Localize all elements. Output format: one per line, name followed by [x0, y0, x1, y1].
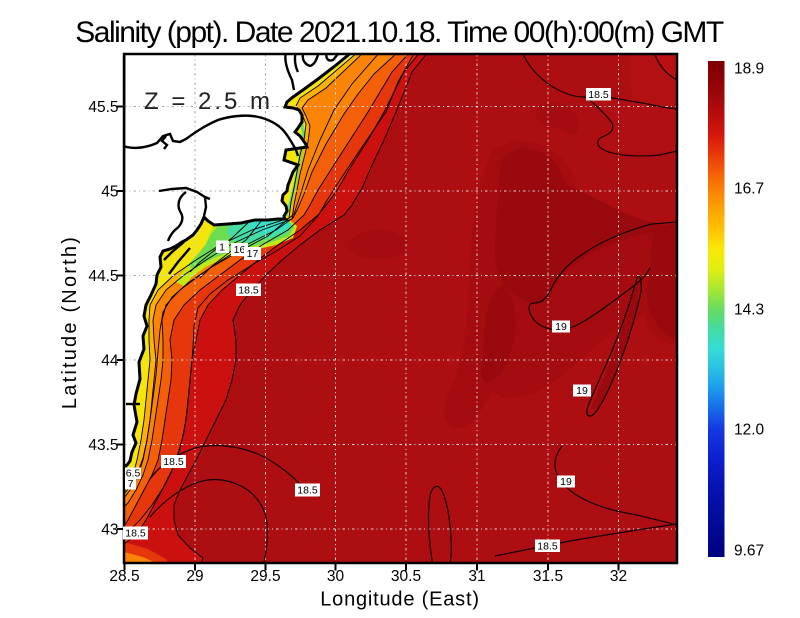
svg-text:1: 1	[219, 242, 225, 254]
svg-text:9.67: 9.67	[734, 543, 764, 560]
svg-text:18.5: 18.5	[588, 89, 609, 101]
svg-text:16.7: 16.7	[734, 181, 764, 198]
svg-text:18.5: 18.5	[537, 541, 558, 553]
svg-text:18.5: 18.5	[297, 485, 318, 497]
svg-text:18.5: 18.5	[125, 528, 146, 540]
svg-text:45: 45	[101, 184, 118, 201]
svg-text:12.0: 12.0	[734, 422, 765, 439]
svg-text:44: 44	[101, 353, 119, 370]
svg-text:31.5: 31.5	[533, 568, 563, 585]
svg-text:32: 32	[610, 568, 627, 585]
svg-text:44.5: 44.5	[88, 268, 118, 285]
svg-text:28.5: 28.5	[109, 568, 139, 585]
svg-text:Latitude (North): Latitude (North)	[59, 235, 81, 409]
svg-text:Salinity (ppt). Date 2021.10.1: Salinity (ppt). Date 2021.10.18. Time 00…	[75, 16, 724, 49]
svg-text:18.5: 18.5	[163, 456, 184, 468]
svg-text:7: 7	[128, 478, 134, 490]
svg-text:17: 17	[247, 248, 259, 260]
svg-text:19: 19	[560, 476, 572, 488]
svg-text:16: 16	[234, 244, 246, 256]
svg-text:18.5: 18.5	[238, 285, 259, 297]
svg-text:Longitude (East): Longitude (East)	[320, 589, 480, 611]
svg-text:19: 19	[555, 321, 567, 333]
svg-text:Z = 2.5 m: Z = 2.5 m	[144, 88, 273, 115]
svg-text:14.3: 14.3	[734, 302, 764, 319]
svg-text:45.5: 45.5	[88, 99, 118, 116]
svg-text:30: 30	[327, 568, 345, 585]
svg-text:19: 19	[576, 385, 588, 397]
svg-text:18.9: 18.9	[734, 61, 764, 78]
svg-text:43: 43	[101, 522, 118, 539]
svg-text:43.5: 43.5	[88, 437, 118, 454]
svg-text:29.5: 29.5	[250, 568, 280, 585]
svg-text:6.5: 6.5	[126, 468, 141, 480]
svg-text:29: 29	[186, 568, 203, 585]
svg-text:30.5: 30.5	[391, 568, 421, 585]
svg-text:31: 31	[468, 568, 485, 585]
